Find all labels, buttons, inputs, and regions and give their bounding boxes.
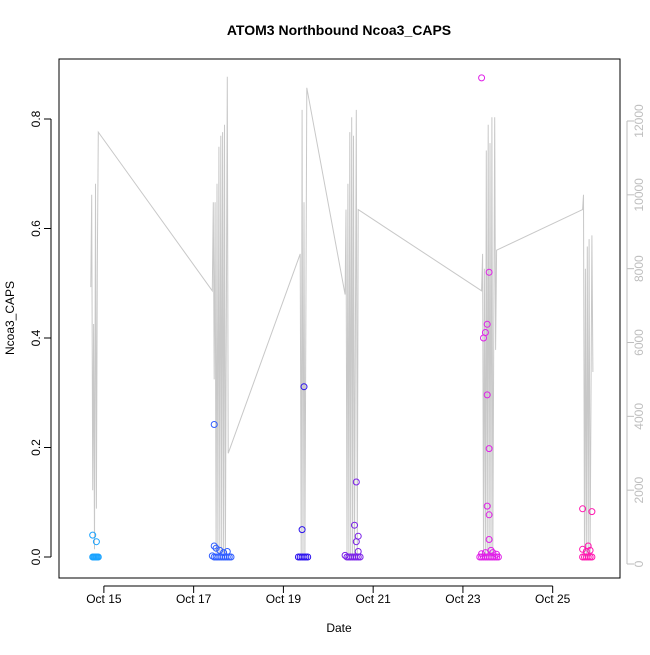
data-point: [356, 553, 364, 561]
data-point: [588, 553, 596, 561]
right-tick-label: 10000: [632, 178, 646, 212]
x-tick-label: Oct 25: [535, 592, 571, 606]
x-tick-label: Oct 17: [176, 592, 212, 606]
chart-title: ATOM3 Northbound Ncoa3_CAPS: [227, 22, 451, 38]
data-point: [216, 546, 224, 554]
data-point: [352, 553, 360, 561]
data-point: [489, 549, 497, 557]
x-tick-label: Oct 19: [266, 592, 302, 606]
x-axis-label: Date: [326, 621, 352, 635]
y-tick-label: 0.6: [29, 220, 43, 237]
data-point: [485, 445, 493, 453]
data-point: [485, 536, 493, 543]
right-tick-label: 2000: [632, 476, 646, 503]
data-point: [354, 553, 362, 561]
y-tick-label: 0.8: [29, 110, 43, 127]
data-point: [210, 421, 218, 428]
y-tick-label: 0.2: [29, 439, 43, 456]
data-point: [483, 502, 491, 510]
y-tick-label: 0.0: [29, 548, 43, 565]
data-point: [300, 383, 308, 391]
right-tick-label: 4000: [632, 403, 646, 430]
data-point: [579, 505, 587, 513]
right-tick-label: 12000: [632, 104, 646, 138]
data-point: [483, 320, 491, 328]
depth-line-layer: [90, 76, 594, 557]
data-point: [223, 553, 231, 561]
axes-layer: 0.0 0.2 0.4 0.6 0.8 Oct 15 Oct 17 Oct 19 Oct 21 O…: [29, 104, 646, 606]
y-tick-label: 0.4: [29, 329, 43, 346]
data-point: [212, 544, 220, 552]
data-point: [491, 553, 499, 561]
data-point: [227, 553, 235, 561]
x-tick-label: Oct 15: [86, 592, 122, 606]
plot-frame: [58, 58, 621, 579]
data-point: [210, 542, 218, 550]
depth-line: [90, 76, 594, 557]
data-point: [494, 553, 502, 561]
data-point: [579, 545, 587, 553]
data-point: [351, 521, 358, 529]
data-point: [94, 553, 102, 561]
data-point: [586, 546, 594, 554]
right-tick-label: 0: [632, 560, 646, 567]
data-point: [483, 391, 491, 399]
data-point: [302, 553, 310, 561]
data-point: [584, 553, 592, 561]
data-point: [485, 268, 493, 276]
right-tick-label: 8000: [632, 255, 646, 282]
x-tick-label: Oct 21: [355, 592, 391, 606]
data-point: [352, 538, 360, 546]
y-axis-label: Ncoa3_CAPS: [3, 281, 17, 355]
data-point: [92, 538, 100, 546]
data-point: [89, 531, 97, 539]
data-point: [588, 508, 596, 516]
data-point: [481, 549, 489, 557]
data-point: [478, 74, 486, 82]
points-layer: [89, 74, 596, 561]
data-point: [480, 334, 487, 342]
x-tick-label: Oct 23: [445, 592, 481, 606]
data-point: [304, 553, 312, 561]
data-point: [298, 526, 306, 534]
right-tick-label: 6000: [632, 329, 646, 356]
data-point: [220, 549, 228, 557]
data-point: [485, 511, 493, 519]
data-point: [352, 478, 360, 486]
